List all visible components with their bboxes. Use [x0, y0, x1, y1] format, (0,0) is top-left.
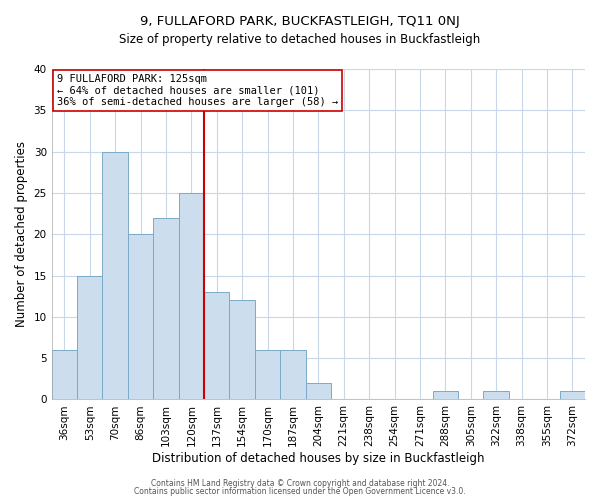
Bar [204, 292, 229, 400]
Text: Size of property relative to detached houses in Buckfastleigh: Size of property relative to detached ho… [119, 32, 481, 46]
Bar [305, 383, 331, 400]
Bar [229, 300, 255, 400]
Bar [255, 350, 280, 400]
Bar [280, 350, 305, 400]
Bar [179, 193, 204, 400]
Bar [560, 391, 585, 400]
Text: 9 FULLAFORD PARK: 125sqm
← 64% of detached houses are smaller (101)
36% of semi-: 9 FULLAFORD PARK: 125sqm ← 64% of detach… [57, 74, 338, 107]
Bar [77, 276, 103, 400]
X-axis label: Distribution of detached houses by size in Buckfastleigh: Distribution of detached houses by size … [152, 452, 485, 465]
Text: Contains HM Land Registry data © Crown copyright and database right 2024.: Contains HM Land Registry data © Crown c… [151, 478, 449, 488]
Bar [128, 234, 153, 400]
Bar [153, 218, 179, 400]
Bar [484, 391, 509, 400]
Bar [52, 350, 77, 400]
Text: 9, FULLAFORD PARK, BUCKFASTLEIGH, TQ11 0NJ: 9, FULLAFORD PARK, BUCKFASTLEIGH, TQ11 0… [140, 15, 460, 28]
Text: Contains public sector information licensed under the Open Government Licence v3: Contains public sector information licen… [134, 487, 466, 496]
Y-axis label: Number of detached properties: Number of detached properties [15, 141, 28, 327]
Bar [433, 391, 458, 400]
Bar [103, 152, 128, 400]
